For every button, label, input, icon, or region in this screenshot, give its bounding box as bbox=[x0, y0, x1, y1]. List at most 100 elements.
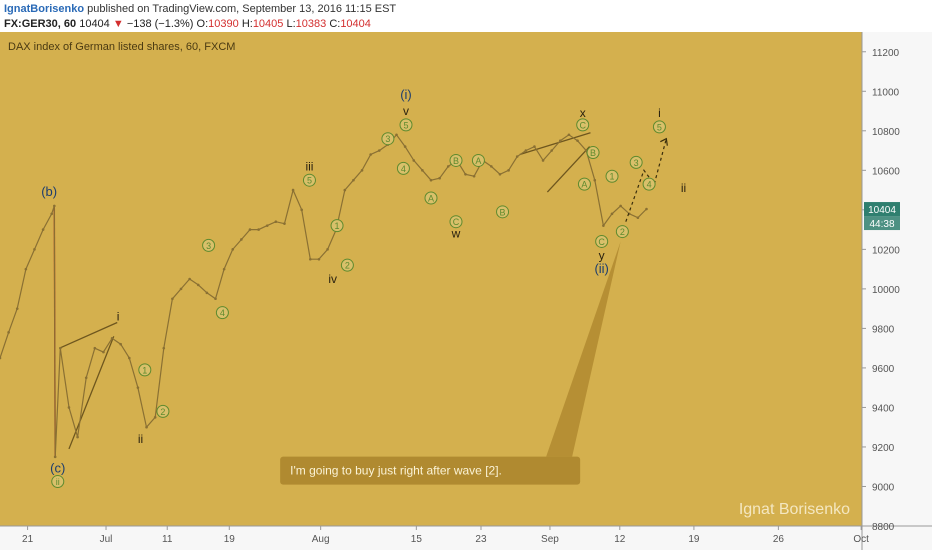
wave-label-minor: 2 bbox=[620, 227, 625, 237]
wave-circle bbox=[202, 238, 216, 252]
wave-label: w bbox=[451, 227, 461, 241]
price-point bbox=[265, 224, 269, 227]
price-axis[interactable] bbox=[862, 32, 932, 550]
high-label: H: bbox=[241, 18, 253, 30]
change-arrow: ▼ bbox=[112, 18, 124, 30]
price-point bbox=[102, 350, 105, 354]
price-point bbox=[567, 133, 571, 137]
price-point bbox=[188, 277, 191, 281]
wave-circle bbox=[215, 306, 229, 320]
wave-label: iii bbox=[305, 159, 313, 173]
wave-label-minor: ii bbox=[56, 477, 60, 487]
price-point bbox=[7, 331, 10, 334]
wave-label-minor: 1 bbox=[142, 365, 147, 375]
publish-line: IgnatBorisenko published on TradingView.… bbox=[4, 3, 396, 15]
y-tick-label: 9800 bbox=[872, 324, 895, 335]
wave-circle bbox=[330, 219, 344, 233]
x-tick-label: 23 bbox=[475, 534, 487, 545]
time-axis[interactable] bbox=[0, 526, 862, 550]
price-point bbox=[412, 159, 416, 162]
wave-circle bbox=[642, 177, 656, 191]
wave-trendline bbox=[68, 336, 115, 450]
price-point bbox=[498, 172, 502, 176]
wave-label: (i) bbox=[400, 87, 412, 102]
price-point bbox=[395, 133, 398, 137]
price-point bbox=[464, 172, 467, 176]
last-price: 10404 bbox=[79, 18, 110, 30]
chart-title: DAX index of German listed shares, 60, F… bbox=[8, 41, 235, 53]
publish-info: published on TradingView.com, September … bbox=[87, 3, 397, 15]
wave-label-minor: 5 bbox=[307, 176, 312, 186]
close-value: 10404 bbox=[340, 18, 371, 30]
price-point bbox=[283, 222, 286, 225]
price-point bbox=[602, 224, 605, 227]
x-tick-label: Oct bbox=[853, 534, 869, 545]
price-point bbox=[93, 346, 97, 350]
price-point bbox=[33, 248, 36, 251]
wave-label-minor: C bbox=[453, 217, 460, 227]
wave-label-minor: B bbox=[453, 156, 459, 166]
wave-label: y bbox=[599, 248, 605, 262]
price-point bbox=[15, 307, 19, 310]
open-value: 10390 bbox=[208, 18, 239, 30]
price-point bbox=[110, 336, 114, 340]
watermark: Ignat Borisenko bbox=[739, 501, 850, 518]
price-series-line bbox=[0, 133, 647, 457]
price-point bbox=[317, 257, 321, 261]
price-point bbox=[343, 188, 347, 192]
plot-area[interactable] bbox=[0, 32, 862, 526]
price-point bbox=[446, 165, 450, 168]
y-tick-label: 9600 bbox=[872, 364, 895, 375]
price-point bbox=[231, 248, 235, 251]
price-point bbox=[240, 238, 243, 241]
wave-circle bbox=[449, 153, 463, 167]
wave-label-minor: 4 bbox=[647, 180, 652, 190]
change-value: −138 (−1.3%) bbox=[126, 18, 194, 30]
wave-circle bbox=[399, 118, 413, 132]
price-point bbox=[300, 208, 304, 212]
wave-label-minor: A bbox=[581, 180, 587, 190]
price-point bbox=[50, 212, 54, 216]
price-point bbox=[119, 342, 122, 346]
price-tag-label: 10404 bbox=[868, 205, 896, 216]
y-tick-label: 9200 bbox=[872, 443, 895, 454]
price-point bbox=[179, 287, 183, 291]
callout-pointer bbox=[546, 241, 621, 457]
price-point bbox=[619, 204, 622, 208]
price-point bbox=[24, 267, 28, 271]
price-point bbox=[162, 346, 166, 350]
y-tick-label: 10600 bbox=[872, 166, 900, 177]
price-point bbox=[67, 406, 71, 409]
wave-label-minor: B bbox=[590, 148, 596, 158]
callout-box[interactable] bbox=[280, 456, 581, 485]
wave-label: ii bbox=[681, 181, 686, 195]
wave-circle bbox=[471, 153, 485, 167]
price-point bbox=[0, 356, 2, 360]
y-tick-label: 9000 bbox=[872, 482, 895, 493]
y-tick-label: 10800 bbox=[872, 127, 900, 138]
wave-label: ii bbox=[138, 432, 143, 446]
wave-circle bbox=[340, 258, 354, 272]
y-tick-label: 10000 bbox=[872, 285, 900, 296]
price-chart[interactable]: DAX index of German listed shares, 60, F… bbox=[0, 32, 932, 550]
wave-label-minor: 3 bbox=[206, 241, 211, 251]
wave-trendline bbox=[59, 321, 118, 349]
x-tick-label: 26 bbox=[773, 534, 785, 545]
author-link[interactable]: IgnatBorisenko bbox=[4, 3, 85, 15]
wave-circle bbox=[156, 404, 170, 418]
price-point bbox=[153, 416, 157, 419]
price-point bbox=[515, 155, 519, 158]
price-point bbox=[377, 149, 381, 152]
price-point bbox=[421, 169, 424, 172]
price-point bbox=[559, 139, 562, 142]
x-tick-label: 19 bbox=[224, 534, 236, 545]
wave-label-minor: B bbox=[500, 207, 506, 217]
y-tick-label: 11200 bbox=[872, 48, 900, 59]
open-label: O: bbox=[196, 18, 209, 30]
price-point bbox=[490, 165, 493, 168]
close-label: C: bbox=[329, 18, 341, 30]
wave-label-minor: 2 bbox=[160, 407, 165, 417]
price-point bbox=[507, 169, 510, 172]
price-point bbox=[352, 178, 355, 182]
low-label: L: bbox=[286, 18, 296, 30]
